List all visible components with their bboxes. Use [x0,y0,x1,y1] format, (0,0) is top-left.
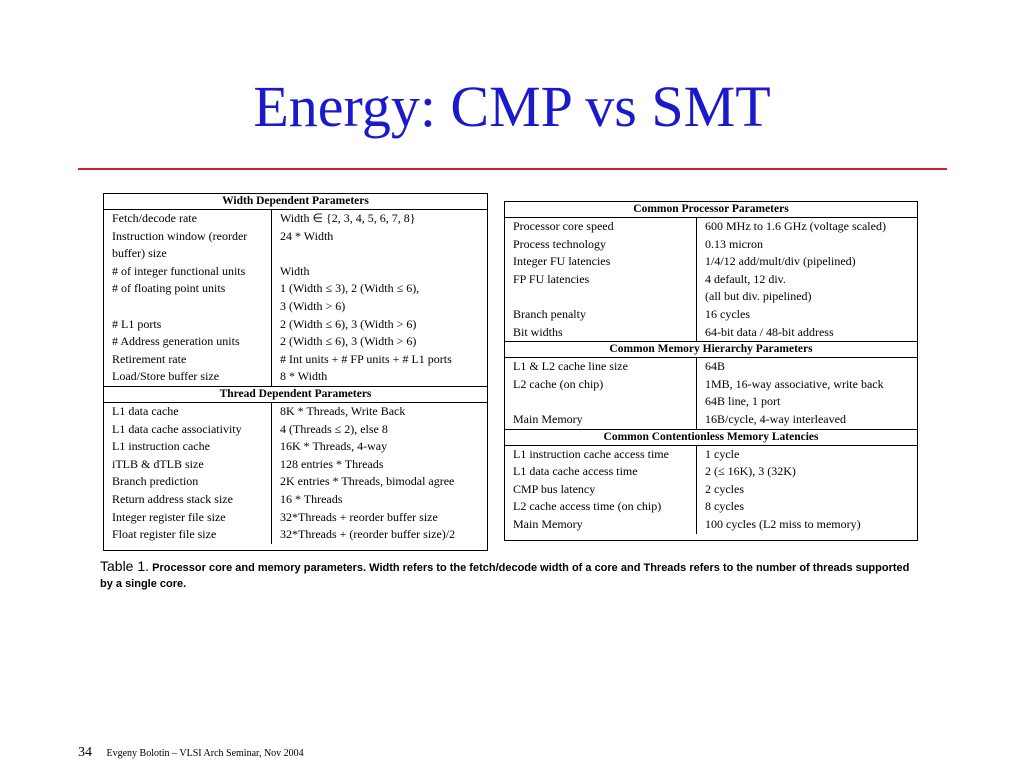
parameter-name-cell: Main Memory [505,515,697,534]
parameter-name-cell: # of floating point units [104,280,272,298]
parameter-name-cell: Integer FU latencies [505,253,697,271]
parameter-value-cell: 16 * Threads [280,491,343,506]
slide-footer: 34 Evgeny Bolotin – VLSI Arch Seminar, N… [78,745,304,761]
parameter-value-cell: 2 (Width ≤ 6), 3 (Width > 6) [280,316,417,331]
parameter-name-cell: Branch prediction [104,473,272,491]
caption-label: Table 1. [100,558,150,574]
table-caption: Table 1. Processor core and memory param… [100,558,920,592]
parameter-name-cell: L1 data cache [104,402,272,421]
parameter-name-cell: L2 cache (on chip) [505,375,697,394]
parameter-value-cell: 1 (Width ≤ 3), 2 (Width ≤ 6), [280,281,420,296]
parameter-value-cell: 16K * Threads, 4-way [280,439,388,454]
parameter-name-cell: FP FU latencies [505,270,697,289]
footer-text: Evgeny Bolotin – VLSI Arch Seminar, Nov … [106,748,304,759]
caption-text: Processor core and memory parameters. Wi… [100,562,910,590]
parameter-value-cell: 64-bit data / 48-bit address [705,324,834,339]
parameter-value-cell: 1/4/12 add/mult/div (pipelined) [705,254,856,269]
left-parameters-table: Width Dependent Parameters Fetch/decode r… [103,193,488,551]
parameter-value-cell: (all but div. pipelined) [705,289,812,304]
parameter-name-cell [505,393,697,411]
parameter-name-cell: Bit widths [505,323,697,342]
parameter-value-cell: 3 (Width > 6) [280,298,346,313]
parameter-name-cell: L1 data cache associativity [104,420,272,439]
parameter-name-cell [505,288,697,306]
section-rows: L1 instruction cache access time 1 cycle L… [505,445,917,534]
parameter-value-cell: 8 cycles [705,499,744,514]
parameter-value-cell: 16B/cycle, 4-way interleaved [705,411,846,426]
parameter-value-cell: 32*Threads + (reorder buffer size)/2 [280,527,456,542]
parameter-value-cell: Width [280,263,310,278]
page-number: 34 [78,745,92,760]
parameter-name-cell: L1 instruction cache access time [505,445,697,464]
parameter-value-cell: # Int units + # FP units + # L1 ports [280,351,452,366]
section-rows: Fetch/decode rate Width ∈ {2, 3, 4, 5, 6,… [104,210,487,386]
parameter-value-cell: 2 (Width ≤ 6), 3 (Width > 6) [280,334,417,349]
parameter-name-cell: Float register file size [104,526,272,544]
parameter-value-cell: 2K entries * Threads, bimodal agree [280,474,455,489]
section-heading: Common Processor Parameters [505,202,917,218]
parameter-name-cell: # of integer functional units [104,262,272,281]
parameter-name-cell: L1 instruction cache [104,438,272,456]
parameter-value-cell: 1 cycle [705,446,740,461]
parameter-name-cell: Process technology [505,235,697,254]
parameter-name-cell: Processor core speed [505,218,697,236]
title-divider [78,168,947,170]
parameter-name-cell: L2 cache access time (on chip) [505,498,697,516]
parameter-value-cell: 4 (Threads ≤ 2), else 8 [280,421,388,436]
parameter-name-cell: Branch penalty [505,305,697,324]
right-parameters-table: Common Processor Parameters Processor cor… [504,201,918,541]
parameter-name-cell [104,297,272,316]
parameter-value-cell: 600 MHz to 1.6 GHz (voltage scaled) [705,219,886,233]
parameter-value-cell: 24 * Width [280,228,334,243]
parameter-value-cell: 0.13 micron [705,236,763,251]
parameter-name-cell: Fetch/decode rate [104,210,272,228]
parameter-name-cell: # L1 ports [104,315,272,334]
slide-title: Energy: CMP vs SMT [253,74,771,139]
section-heading: Width Dependent Parameters [104,194,487,210]
parameter-name-cell: buffer) size [104,245,272,263]
parameter-name-cell: L1 data cache access time [505,463,697,481]
section-heading: Thread Dependent Parameters [104,385,487,403]
parameter-value-cell: 128 entries * Threads [280,456,384,471]
parameter-value-cell: 1MB, 16-way associative, write back [705,376,884,391]
section-heading: Common Memory Hierarchy Parameters [505,341,917,359]
parameter-name-cell: Instruction window (reorder [104,227,272,246]
parameter-value-cell: 100 cycles (L2 miss to memory) [705,516,861,531]
parameter-value-cell: 2 cycles [705,481,744,496]
parameter-value-cell: Width ∈ {2, 3, 4, 5, 6, 7, 8} [280,211,416,225]
parameter-name-cell: Main Memory [505,410,697,429]
parameter-value-cell: 8 * Width [280,369,328,384]
parameter-name-cell: Return address stack size [104,490,272,509]
parameter-value-cell [272,245,487,263]
section-rows: Processor core speed 600 MHz to 1.6 GHz (… [505,218,917,342]
parameter-name-cell: Retirement rate [104,350,272,369]
parameter-value-cell: 64B [705,359,726,374]
parameter-value-cell: 2 (≤ 16K), 3 (32K) [705,464,796,479]
parameter-value-cell: 16 cycles [705,306,750,321]
parameter-name-cell: # Address generation units [104,333,272,351]
parameter-name-cell: CMP bus latency [505,480,697,499]
parameter-value-cell: 64B line, 1 port [705,394,781,409]
parameter-value-cell: 4 default, 12 div. [705,271,786,286]
section-rows: L1 & L2 cache line size 64B L2 cache (on c… [505,358,917,429]
parameter-name-cell: Integer register file size [104,508,272,527]
parameter-name-cell: iTLB & dTLB size [104,455,272,474]
section-rows: L1 data cache 8K * Threads, Write Back L1 … [104,402,487,544]
parameter-name-cell: Load/Store buffer size [104,368,272,386]
parameter-value-cell: 8K * Threads, Write Back [280,403,406,418]
parameter-name-cell: L1 & L2 cache line size [505,358,697,376]
parameter-value-cell: 32*Threads + reorder buffer size [280,509,438,524]
section-heading: Common Contentionless Memory Latencies [505,428,917,446]
